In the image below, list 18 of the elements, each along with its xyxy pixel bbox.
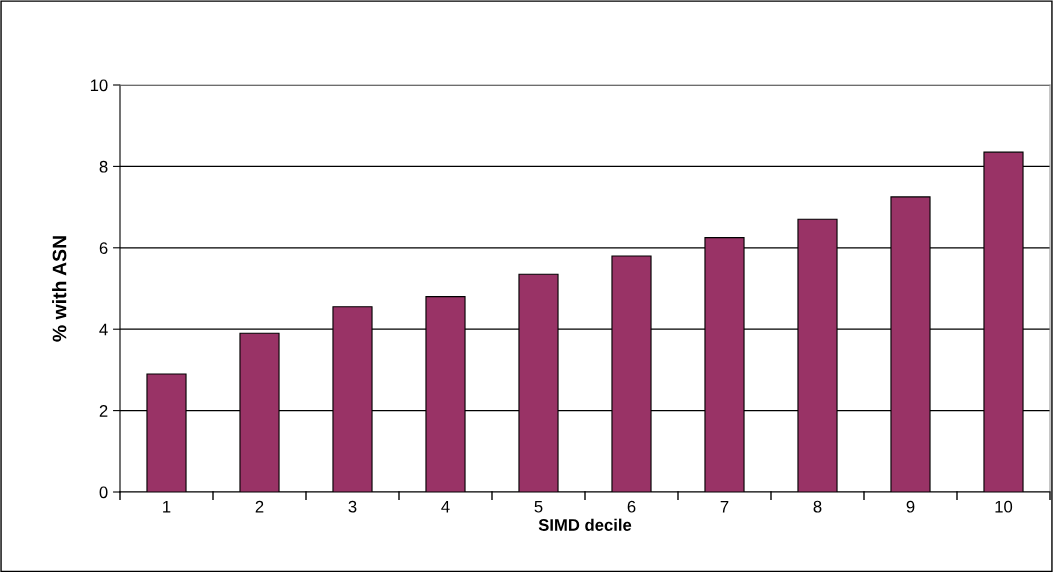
x-axis-title: SIMD decile — [538, 518, 632, 531]
y-axis-title: % with ASN — [52, 236, 67, 342]
x-tick-label: 5 — [534, 500, 543, 513]
x-tick-label: 3 — [348, 500, 357, 513]
x-tick-label: 7 — [720, 500, 729, 513]
y-tick-label: 6 — [99, 242, 108, 254]
y-tick-label: 10 — [90, 79, 108, 92]
x-tick-label: 8 — [813, 500, 822, 513]
x-tick-label: 9 — [906, 500, 915, 513]
y-tick-label: 4 — [99, 323, 108, 336]
x-tick-label: 10 — [995, 500, 1013, 513]
y-tick-label: 0 — [99, 486, 108, 499]
y-tick-label: 8 — [99, 160, 108, 173]
x-tick-label: 6 — [627, 500, 636, 513]
y-tick-label: 2 — [99, 405, 108, 417]
x-tick-label: 1 — [163, 500, 171, 513]
x-tick-label: 4 — [441, 500, 450, 513]
x-tick-label: 2 — [255, 500, 264, 513]
